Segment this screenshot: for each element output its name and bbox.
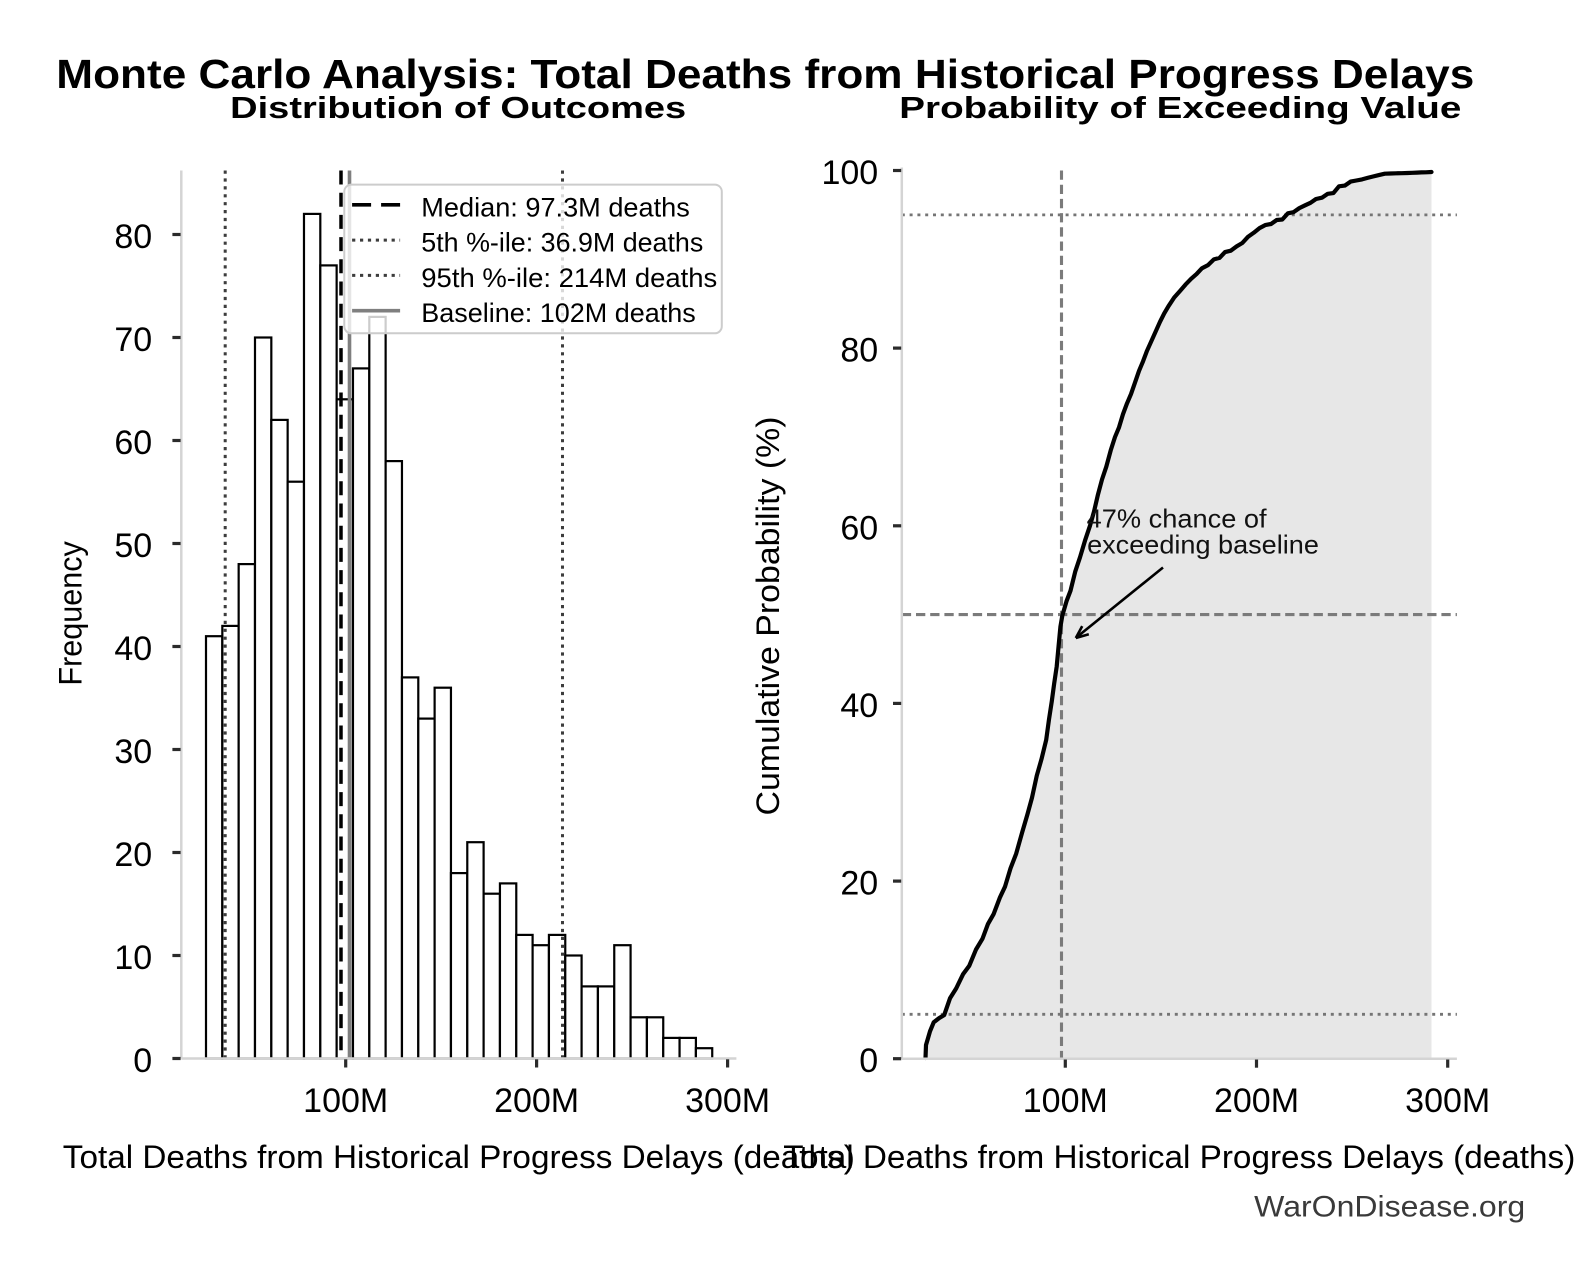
svg-text:Total Deaths from Historical P: Total Deaths from Historical Progress De… — [783, 1139, 1575, 1175]
svg-text:50: 50 — [114, 527, 152, 565]
svg-text:Cumulative Probability (%): Cumulative Probability (%) — [750, 417, 786, 816]
svg-text:0: 0 — [133, 1042, 152, 1080]
svg-text:40: 40 — [114, 630, 152, 668]
svg-text:0: 0 — [859, 1042, 878, 1080]
svg-text:Median: 97.3M deaths: Median: 97.3M deaths — [421, 192, 690, 222]
svg-text:40: 40 — [840, 687, 878, 725]
svg-text:Total Deaths from Historical P: Total Deaths from Historical Progress De… — [63, 1139, 855, 1175]
svg-text:70: 70 — [114, 321, 152, 359]
svg-text:10: 10 — [114, 939, 152, 977]
svg-text:95th %-ile: 214M deaths: 95th %-ile: 214M deaths — [421, 263, 717, 293]
svg-text:Probability of Exceeding Value: Probability of Exceeding Value — [899, 90, 1461, 125]
svg-text:Frequency: Frequency — [53, 541, 89, 685]
svg-text:Baseline: 102M deaths: Baseline: 102M deaths — [421, 298, 696, 328]
svg-text:100M: 100M — [1023, 1082, 1108, 1120]
svg-text:80: 80 — [840, 332, 878, 370]
svg-text:5th %-ile: 36.9M deaths: 5th %-ile: 36.9M deaths — [421, 228, 703, 258]
svg-text:100: 100 — [821, 154, 878, 192]
svg-text:Monte Carlo Analysis: Total De: Monte Carlo Analysis: Total Deaths from … — [56, 51, 1474, 97]
svg-text:300M: 300M — [1405, 1082, 1490, 1120]
svg-text:47% chance of: 47% chance of — [1087, 503, 1268, 533]
svg-text:60: 60 — [840, 509, 878, 547]
svg-text:20: 20 — [114, 836, 152, 874]
svg-text:80: 80 — [114, 218, 152, 256]
svg-text:Distribution of Outcomes: Distribution of Outcomes — [230, 90, 686, 125]
svg-text:20: 20 — [840, 865, 878, 903]
svg-text:100M: 100M — [303, 1082, 388, 1120]
svg-text:WarOnDisease.org: WarOnDisease.org — [1254, 1191, 1525, 1224]
svg-text:30: 30 — [114, 733, 152, 771]
svg-text:exceeding baseline: exceeding baseline — [1087, 530, 1319, 560]
svg-text:60: 60 — [114, 424, 152, 462]
svg-text:300M: 300M — [685, 1082, 770, 1120]
svg-text:200M: 200M — [494, 1082, 579, 1120]
svg-text:200M: 200M — [1214, 1082, 1299, 1120]
